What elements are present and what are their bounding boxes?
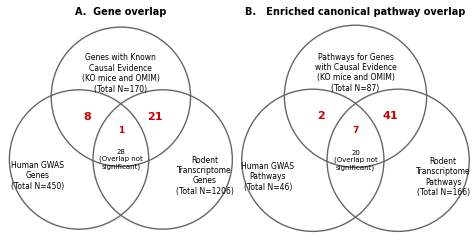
Text: Human GWAS
Pathways
(Total N=46): Human GWAS Pathways (Total N=46) bbox=[241, 162, 294, 192]
Text: 28
(Overlap not
significant): 28 (Overlap not significant) bbox=[99, 149, 143, 170]
Text: 20
(Overlap not
significant): 20 (Overlap not significant) bbox=[334, 150, 377, 171]
Text: Rodent
Transcriptome
Pathways
(Total N=166): Rodent Transcriptome Pathways (Total N=1… bbox=[416, 157, 471, 197]
Text: B.   Enriched canonical pathway overlap: B. Enriched canonical pathway overlap bbox=[246, 7, 465, 17]
Text: 8: 8 bbox=[83, 112, 91, 121]
Text: 1: 1 bbox=[118, 126, 124, 135]
Text: 7: 7 bbox=[352, 126, 359, 135]
Text: 2: 2 bbox=[317, 111, 325, 121]
Text: Human GWAS
Genes
(Total N=450): Human GWAS Genes (Total N=450) bbox=[10, 161, 64, 191]
Text: 41: 41 bbox=[382, 111, 398, 121]
Text: Rodent
Transcriptome
Genes
(Total N=1206): Rodent Transcriptome Genes (Total N=1206… bbox=[175, 156, 233, 196]
Text: Genes with Known
Causal Evidence
(KO mice and OMIM)
(Total N=170): Genes with Known Causal Evidence (KO mic… bbox=[82, 54, 160, 94]
Text: A.  Gene overlap: A. Gene overlap bbox=[75, 7, 166, 17]
Text: Pathways for Genes
with Causal Evidence
(KO mice and OMIM)
(Total N=87): Pathways for Genes with Causal Evidence … bbox=[315, 53, 396, 93]
Text: 21: 21 bbox=[147, 112, 162, 121]
